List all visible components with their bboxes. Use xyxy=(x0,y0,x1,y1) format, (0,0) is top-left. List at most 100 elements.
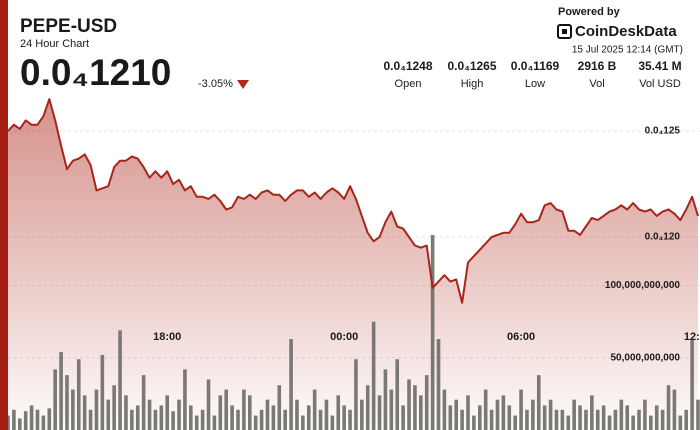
volume-bar xyxy=(12,409,16,430)
volume-bar xyxy=(489,409,494,430)
volume-bar xyxy=(247,395,252,430)
volume-bar xyxy=(200,409,205,430)
volume-bar xyxy=(283,409,287,430)
volume-bar xyxy=(448,405,453,430)
volume-bar xyxy=(560,409,565,430)
brand: CoinDeskData xyxy=(575,23,677,40)
axis-tick-label: 0.0₄120 xyxy=(645,232,681,243)
volume-bar xyxy=(135,405,140,430)
volume-bar xyxy=(371,321,376,430)
volume-bar xyxy=(460,409,464,430)
volume-bar xyxy=(578,405,582,430)
volume-bar xyxy=(572,399,576,430)
volume-bar xyxy=(430,235,435,430)
x-tick-label: 12:00 xyxy=(684,331,700,343)
volume-bar xyxy=(536,375,541,430)
volume-bar xyxy=(141,375,146,430)
volume-bar xyxy=(360,399,364,430)
volume-bar xyxy=(330,415,335,430)
volume-bar xyxy=(253,415,258,430)
volume-bar xyxy=(230,405,234,430)
volume-bar xyxy=(342,405,346,430)
volume-bar xyxy=(189,405,193,430)
volume-bar xyxy=(53,369,57,430)
volume-bar xyxy=(35,409,40,430)
volume-bar xyxy=(277,385,282,430)
volume-bar xyxy=(513,415,517,430)
volume-bar xyxy=(236,409,240,430)
axis-tick-label: 0.0₄125 xyxy=(645,126,681,137)
volume-bar xyxy=(218,395,223,430)
down-arrow xyxy=(237,80,249,89)
volume-bar xyxy=(29,405,34,430)
volume-bar xyxy=(295,399,299,430)
volume-bar xyxy=(436,339,441,430)
volume-bar xyxy=(206,379,211,430)
volume-bar xyxy=(65,375,69,430)
volume-bar xyxy=(336,395,341,430)
volume-bar xyxy=(684,409,689,430)
stat-value: 0.0₄1248 xyxy=(383,59,432,73)
change: -3.05% xyxy=(198,78,233,90)
timestamp: 15 Jul 2025 12:14 (GMT) xyxy=(572,45,683,56)
stat-label: Vol xyxy=(589,78,604,90)
volume-bar xyxy=(607,415,612,430)
volume-bar xyxy=(483,389,488,430)
volume-bar xyxy=(23,411,28,430)
volume-bar xyxy=(619,399,624,430)
stat-label: Open xyxy=(395,78,422,90)
price-area xyxy=(8,99,698,430)
volume-bar xyxy=(147,399,152,430)
volume-bar xyxy=(696,399,700,430)
volume-bar xyxy=(312,389,317,430)
volume-bar xyxy=(194,415,199,430)
volume-bar xyxy=(672,389,677,430)
volume-bar xyxy=(259,409,264,430)
volume-bar xyxy=(625,405,630,430)
stat-value: 0.0₄1265 xyxy=(447,59,496,73)
volume-bar xyxy=(242,389,246,430)
volume-bar xyxy=(595,409,600,430)
stat-value: 2916 B xyxy=(578,59,617,73)
volume-bar xyxy=(477,405,482,430)
axis-tick-label: 50,000,000,000 xyxy=(610,352,680,363)
volume-bar xyxy=(82,395,87,430)
volume-bar xyxy=(542,405,547,430)
volume-bar xyxy=(153,409,158,430)
volume-bar xyxy=(389,389,394,430)
volume-bar xyxy=(354,359,358,430)
volume-bar xyxy=(212,415,217,430)
volume-bar xyxy=(94,389,99,430)
volume-bar xyxy=(501,395,506,430)
volume-bar xyxy=(472,415,476,430)
volume-bar xyxy=(548,399,553,430)
volume-bar xyxy=(454,399,459,430)
volume-bar xyxy=(271,405,276,430)
plot: 0.0₄120 0.0₄125 50,000,000,000 100,000,000,… xyxy=(6,98,700,430)
volume-bar xyxy=(106,399,111,430)
x-tick-label: 00:00 xyxy=(330,331,358,343)
volume-bar xyxy=(41,415,46,430)
subtitle: 24 Hour Chart xyxy=(20,38,89,50)
volume-bar xyxy=(183,369,187,430)
volume-bar xyxy=(365,385,370,430)
volume-bar xyxy=(566,415,571,430)
volume-bar xyxy=(442,389,447,430)
volume-bar xyxy=(590,395,594,430)
volume-bar xyxy=(165,395,170,430)
x-tick-label: 06:00 xyxy=(507,331,535,343)
volume-bar xyxy=(613,409,618,430)
volume-bar xyxy=(643,399,647,430)
stat-label: Vol USD xyxy=(639,78,681,90)
volume-bar xyxy=(289,339,293,430)
volume-bar xyxy=(401,405,405,430)
volume-bar xyxy=(649,415,653,430)
volume-bar xyxy=(554,409,559,430)
volume-bar xyxy=(413,385,417,430)
price-line xyxy=(7,98,699,304)
stat-value: 0.0₄1169 xyxy=(511,59,560,73)
stat-value: 35.41 M xyxy=(638,59,681,73)
axis-tick-label: 100,000,000,000 xyxy=(605,280,681,291)
volume-bar xyxy=(318,409,323,430)
